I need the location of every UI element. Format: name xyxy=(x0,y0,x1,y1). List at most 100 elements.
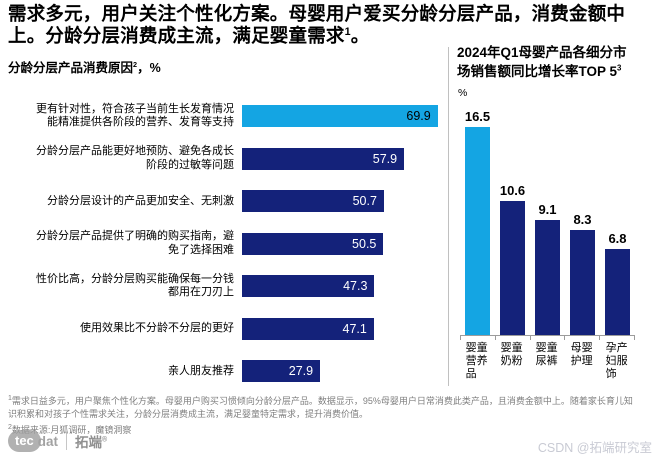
footnote-2: 2数据来源:月狐调研，魔镜洞察 xyxy=(8,421,640,437)
left-category-label: 使用效果比不分龄不分层的更好 xyxy=(80,322,234,334)
brand-text: 拓端 xyxy=(75,435,103,450)
left-bar-chart: 更有针对性，符合孩子当前生长发育情况 能精准提供各阶段的营养、发育等支持 69.9 分… xyxy=(8,95,442,393)
axis-tick xyxy=(460,336,495,340)
footnote-2-marker: 2 xyxy=(8,424,12,431)
page-title-period: 。 xyxy=(350,24,370,46)
left-bar-track: 57.9 xyxy=(242,147,442,170)
left-bar: 47.3 xyxy=(242,275,375,298)
axis-tick xyxy=(599,336,634,340)
left-bar: 47.1 xyxy=(242,317,374,340)
right-bar xyxy=(570,230,595,335)
right-x-label: 婴童奶粉 xyxy=(495,342,530,381)
right-chart-x-labels: 婴童营养品 婴童奶粉 婴童尿裤 母婴护理 孕产妇服饰 xyxy=(460,342,635,381)
right-x-label-text: 孕产妇服饰 xyxy=(605,342,628,380)
left-category-label: 分龄分层产品提供了明确的购买指南，避 免了选择困难 xyxy=(36,230,234,256)
right-chart-column: 9.1 xyxy=(530,202,565,335)
page-title-line2: 上。分龄分层消费成主流，满足婴童需求 xyxy=(8,24,345,46)
right-chart-title: 2024年Q1母婴产品各细分市 场销售额同比增长率TOP 53 xyxy=(457,44,657,82)
left-bar-value: 69.9 xyxy=(406,109,431,124)
left-bar-value: 50.7 xyxy=(352,194,377,209)
left-category-label: 性价比高，分龄分层购买能确保每一分钱 都用在刀刃上 xyxy=(36,272,234,299)
left-bar-value: 47.1 xyxy=(342,321,367,336)
left-bar: 50.7 xyxy=(242,190,384,213)
left-bar-value: 50.5 xyxy=(352,236,377,251)
footnotes: 1需求日益多元，用户聚焦个性化方案。母婴用户购买习惯倾向分龄分层产品。数据显示，… xyxy=(8,392,640,437)
brand-name: 拓端® xyxy=(75,431,107,451)
footnote-1: 1需求日益多元，用户聚焦个性化方案。母婴用户购买习惯倾向分龄分层产品。数据显示，… xyxy=(8,392,640,421)
left-bar-value: 47.3 xyxy=(343,279,368,294)
right-chart-column: 6.8 xyxy=(600,231,635,335)
right-x-label: 母婴护理 xyxy=(565,342,600,381)
right-bar-chart: 16.5 10.6 9.1 8.3 6.8 xyxy=(460,104,635,336)
csdn-watermark: CSDN @拓端研究室 xyxy=(537,441,652,455)
logo-divider xyxy=(66,432,68,450)
axis-tick xyxy=(564,336,599,340)
right-x-label-text: 婴童奶粉 xyxy=(500,342,523,367)
right-x-label-text: 母婴护理 xyxy=(570,342,593,367)
right-bar-value: 9.1 xyxy=(538,202,557,218)
right-chart-column: 16.5 xyxy=(460,109,495,335)
left-bar: 69.9 xyxy=(242,105,438,128)
right-bar-value: 8.3 xyxy=(573,212,592,228)
page-title: 需求多元，用户关注个性化方案。母婴用户爱买分龄分层产品，消费金额中 上。分龄分层消… xyxy=(8,3,656,47)
left-chart-row: 性价比高，分龄分层购买能确保每一分钱 都用在刀刃上 47.3 xyxy=(8,265,442,308)
logo-text: dat xyxy=(37,433,59,449)
left-bar-track: 27.9 xyxy=(242,360,442,383)
right-bar-value: 6.8 xyxy=(608,231,627,247)
left-bar: 50.5 xyxy=(242,232,384,255)
axis-tick xyxy=(494,336,530,340)
logo-circle: tec xyxy=(8,430,41,452)
left-chart-row: 分龄分层产品能更好地预防、避免各成长 阶段的过敏等问题 57.9 xyxy=(8,138,442,181)
right-x-label: 婴童尿裤 xyxy=(530,342,565,381)
right-chart-y-unit: % xyxy=(458,87,468,99)
left-chart-title-text: 分龄分层产品消费原因 xyxy=(8,61,134,75)
left-chart-row: 亲人朋友推荐 27.9 xyxy=(8,350,442,393)
right-chart-footnote-marker: 3 xyxy=(617,63,622,73)
left-bar-track: 47.3 xyxy=(242,275,442,298)
left-bar-value: 57.9 xyxy=(372,151,398,166)
page-title-footnote-marker: 1 xyxy=(344,25,351,38)
right-bar xyxy=(535,220,560,335)
right-chart-axis-ticks xyxy=(460,336,635,340)
left-chart-row: 分龄分层产品提供了明确的购买指南，避 免了选择困难 50.5 xyxy=(8,223,442,266)
right-x-label-text: 婴童尿裤 xyxy=(535,342,558,367)
right-chart-title-line2: 场销售额同比增长率TOP 5 xyxy=(457,63,618,79)
left-bar-value: 27.9 xyxy=(288,364,314,379)
right-chart-title-line1: 2024年Q1母婴产品各细分市 xyxy=(457,45,627,60)
left-bar-track: 47.1 xyxy=(242,317,442,340)
left-category-label: 亲人朋友推荐 xyxy=(168,364,234,377)
panel-divider xyxy=(448,47,449,386)
left-category-label: 分龄分层设计的产品更加安全、无刺激 xyxy=(47,194,234,207)
right-bar xyxy=(605,249,630,335)
registered-mark: ® xyxy=(102,436,108,444)
left-chart-title: 分龄分层产品消费原因2，% xyxy=(8,57,161,76)
footnote-1-marker: 1 xyxy=(8,395,12,402)
right-chart-column: 8.3 xyxy=(565,212,600,335)
page-title-line1: 需求多元，用户关注个性化方案。母婴用户爱买分龄分层产品，消费金额中 xyxy=(8,3,626,24)
left-bar: 57.9 xyxy=(242,147,405,170)
right-bar-value: 10.6 xyxy=(499,183,526,199)
right-chart-column: 10.6 xyxy=(495,183,530,335)
right-x-label: 婴童营养品 xyxy=(460,342,495,381)
right-bar xyxy=(500,201,525,335)
footnote-2-text: 数据来源:月狐调研，魔镜洞察 xyxy=(11,425,132,435)
right-x-label: 孕产妇服饰 xyxy=(600,342,635,381)
left-bar-track: 50.7 xyxy=(242,190,442,213)
left-chart-row: 更有针对性，符合孩子当前生长发育情况 能精准提供各阶段的营养、发育等支持 69.9 xyxy=(8,95,442,138)
left-bar: 27.9 xyxy=(242,360,321,383)
left-bar-track: 50.5 xyxy=(242,232,442,255)
left-chart-unit: ，% xyxy=(137,61,161,75)
tecdat-logo: tec dat 拓端® xyxy=(8,430,107,452)
right-bar xyxy=(465,127,490,335)
left-chart-row: 分龄分层设计的产品更加安全、无刺激 50.7 xyxy=(8,180,442,223)
left-bar-track: 69.9 xyxy=(242,105,442,128)
right-bar-value: 16.5 xyxy=(464,109,491,125)
footnote-1-text: 需求日益多元，用户聚焦个性化方案。母婴用户购买习惯倾向分龄分层产品。数据显示，9… xyxy=(8,396,633,419)
right-x-label-text: 婴童营养品 xyxy=(465,342,488,380)
left-chart-row: 使用效果比不分龄不分层的更好 47.1 xyxy=(8,308,442,351)
left-category-label: 更有针对性，符合孩子当前生长发育情况 能精准提供各阶段的营养、发育等支持 xyxy=(36,102,234,129)
left-chart-footnote-marker: 2 xyxy=(133,59,138,69)
left-category-label: 分龄分层产品能更好地预防、避免各成长 阶段的过敏等问题 xyxy=(36,145,234,171)
axis-tick xyxy=(529,336,565,340)
